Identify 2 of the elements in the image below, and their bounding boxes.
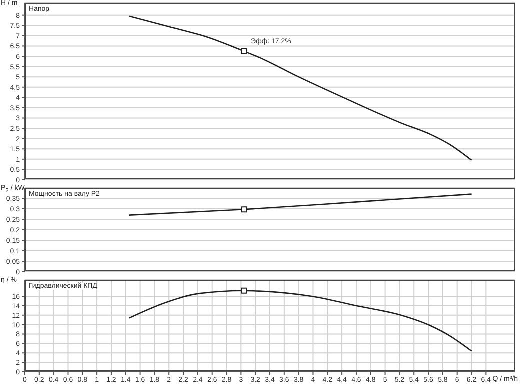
line-series <box>128 194 472 216</box>
line-series <box>128 16 472 162</box>
